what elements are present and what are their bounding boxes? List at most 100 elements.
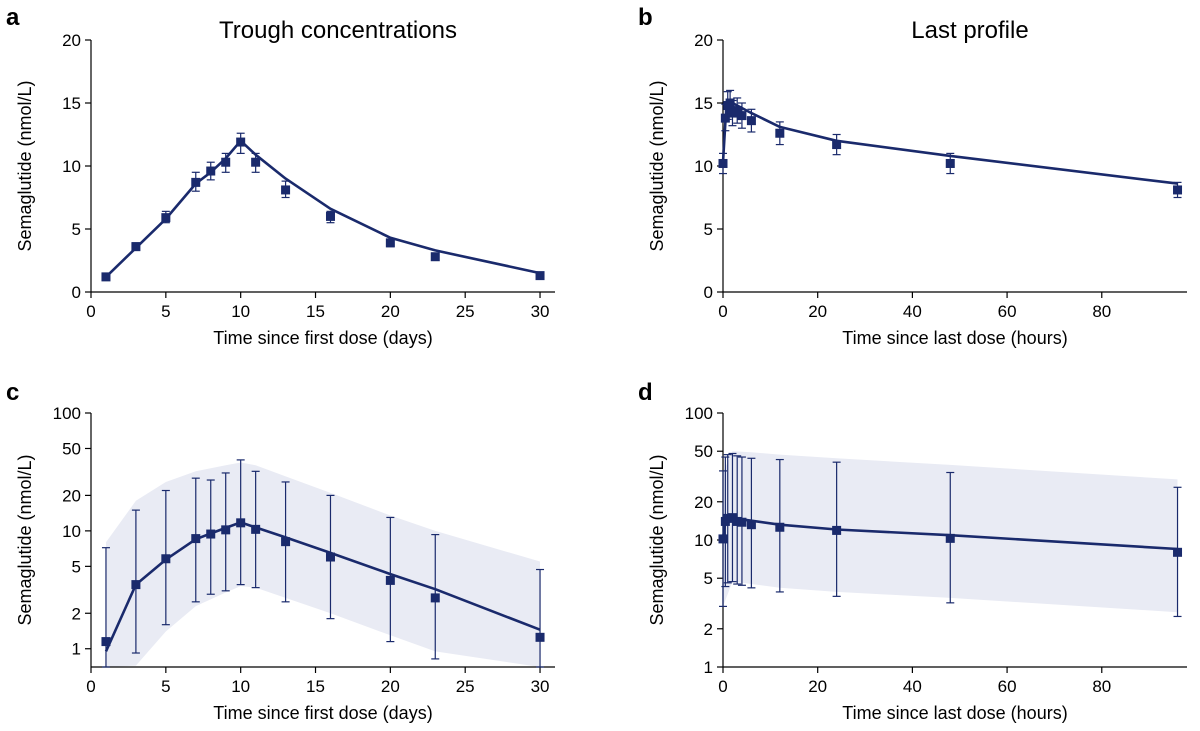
data-point <box>737 111 747 121</box>
data-point <box>725 98 735 108</box>
data-point <box>945 533 955 543</box>
x-tick-label: 40 <box>903 677 922 696</box>
data-point <box>325 552 335 562</box>
panel-title: Trough concentrations <box>219 17 457 44</box>
data-point <box>281 537 291 547</box>
y-tick-label: 1 <box>704 658 713 677</box>
y-tick-label: 5 <box>72 220 81 239</box>
y-tick-label: 20 <box>62 486 81 505</box>
data-point <box>191 177 201 187</box>
y-tick-label: 5 <box>704 569 713 588</box>
model-line <box>105 139 541 278</box>
x-tick-label: 0 <box>718 677 727 696</box>
y-tick-label: 10 <box>62 157 81 176</box>
data-point <box>718 534 728 544</box>
y-tick-label: 20 <box>694 493 713 512</box>
data-point <box>236 137 246 147</box>
y-axis-label: Semaglutide (nmol/L) <box>647 80 667 251</box>
data-point <box>101 637 111 647</box>
x-tick-label: 15 <box>306 302 325 321</box>
x-tick-label: 30 <box>531 302 550 321</box>
data-point <box>535 271 545 281</box>
data-point <box>535 632 545 642</box>
y-axis-label: Semaglutide (nmol/L) <box>647 454 667 625</box>
y-tick-label: 50 <box>62 439 81 458</box>
panel-d: 0 20 40 60 80 1 2 5 10 20 50 100 Time since last dos… <box>638 379 1187 723</box>
x-tick-label: 25 <box>456 677 475 696</box>
x-tick-label: 0 <box>86 302 95 321</box>
panel-label: a <box>6 4 20 31</box>
data-point <box>385 575 395 585</box>
panel-label: c <box>6 379 19 406</box>
data-point <box>385 238 395 248</box>
x-tick-label: 60 <box>998 677 1017 696</box>
data-point <box>206 166 216 176</box>
y-tick-label: 0 <box>72 283 81 302</box>
x-axis-label: Time since first dose (days) <box>213 328 432 348</box>
x-tick-label: 0 <box>86 677 95 696</box>
x-tick-label: 80 <box>1092 302 1111 321</box>
y-tick-label: 15 <box>62 94 81 113</box>
y-tick-label: 5 <box>72 557 81 576</box>
y-axis-label: Semaglutide (nmol/L) <box>15 80 35 251</box>
panel-label: b <box>638 4 653 31</box>
y-tick-label: 10 <box>694 531 713 550</box>
data-point <box>101 272 111 282</box>
x-tick-label: 60 <box>998 302 1017 321</box>
y-tick-label: 100 <box>53 404 81 423</box>
x-tick-label: 20 <box>808 677 827 696</box>
data-point <box>430 252 440 262</box>
panel-label: d <box>638 379 653 406</box>
x-tick-label: 20 <box>381 677 400 696</box>
panel-b: 0 20 40 60 80 0 5 10 15 20 Time since last dose (h… <box>638 4 1187 348</box>
y-tick-label: 15 <box>694 94 713 113</box>
data-point <box>206 529 216 539</box>
y-tick-label: 0 <box>704 283 713 302</box>
data-point <box>191 534 201 544</box>
data-point <box>718 158 728 168</box>
data-point <box>131 580 141 590</box>
data-point <box>775 522 785 532</box>
data-point <box>746 520 756 530</box>
data-point <box>775 128 785 138</box>
data-point <box>281 185 291 195</box>
data-point <box>732 516 742 526</box>
data-point <box>161 213 171 223</box>
data-point <box>221 525 231 535</box>
data-point <box>161 554 171 564</box>
data-point <box>1173 185 1183 195</box>
x-tick-label: 10 <box>231 677 250 696</box>
x-tick-label: 15 <box>306 677 325 696</box>
x-tick-label: 20 <box>808 302 827 321</box>
x-tick-label: 30 <box>531 677 550 696</box>
data-point <box>251 157 261 167</box>
y-tick-label: 20 <box>694 31 713 50</box>
y-tick-label: 2 <box>704 620 713 639</box>
data-point <box>251 524 261 534</box>
x-tick-label: 5 <box>161 677 170 696</box>
x-tick-label: 40 <box>903 302 922 321</box>
y-tick-label: 20 <box>62 31 81 50</box>
data-point <box>430 593 440 603</box>
y-tick-label: 100 <box>685 404 713 423</box>
y-tick-label: 50 <box>694 442 713 461</box>
y-tick-label: 10 <box>694 157 713 176</box>
x-tick-label: 5 <box>161 302 170 321</box>
x-tick-label: 25 <box>456 302 475 321</box>
data-point <box>221 157 231 167</box>
x-axis-label: Time since first dose (days) <box>213 703 432 723</box>
data-point <box>723 513 733 523</box>
prediction-band <box>106 462 540 667</box>
data-point <box>325 211 335 221</box>
data-point <box>746 116 756 126</box>
x-tick-label: 0 <box>718 302 727 321</box>
y-tick-label: 5 <box>704 220 713 239</box>
y-tick-label: 2 <box>72 604 81 623</box>
data-point <box>945 158 955 168</box>
data-point <box>236 518 246 528</box>
x-tick-label: 10 <box>231 302 250 321</box>
x-axis-label: Time since last dose (hours) <box>842 703 1067 723</box>
y-tick-label: 1 <box>72 640 81 659</box>
